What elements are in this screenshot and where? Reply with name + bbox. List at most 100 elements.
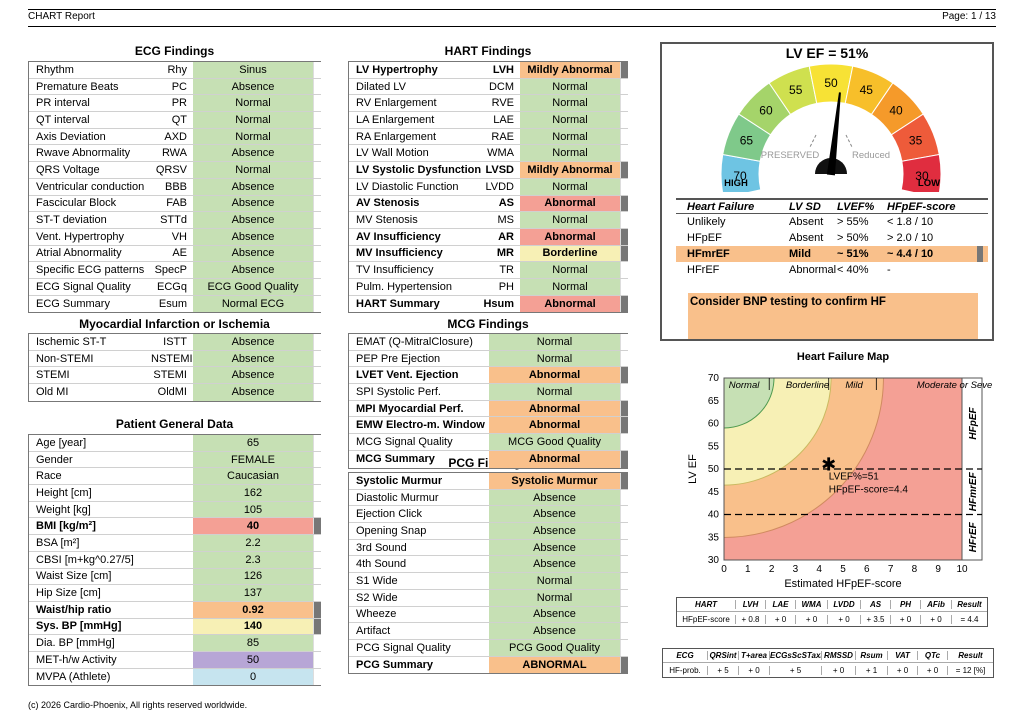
mi-abbr: NSTEMI xyxy=(151,352,193,365)
scroll-indicator xyxy=(620,145,628,162)
pcg-value: Absence xyxy=(489,539,620,556)
patient-finding-name: MET-h/w Activity xyxy=(36,653,117,666)
hf-cell: Abnormal xyxy=(789,264,837,276)
hf-col-heart-failure: Heart Failure xyxy=(687,200,755,213)
hart-abbr: AS xyxy=(498,197,514,210)
hart_table-cell: WMA xyxy=(795,600,827,609)
hart-abbr: MS xyxy=(497,214,515,227)
scroll-indicator xyxy=(620,556,628,573)
ecg-value: Normal xyxy=(193,162,313,178)
patient-value: 40 xyxy=(193,518,313,535)
pcg-finding-name: S2 Wide xyxy=(356,591,398,604)
ecg-abbr: PR xyxy=(171,97,187,110)
scroll-indicator xyxy=(620,228,628,245)
scroll-indicator xyxy=(620,245,628,262)
hart-finding-name: LA Enlargement xyxy=(356,113,435,126)
mi-table: Ischemic ST-T ISTT Absence Non-STEMI NSTEMI A… xyxy=(28,333,321,402)
hart-row: RV Enlargement RVE Normal xyxy=(349,95,628,113)
gauge-tick-label: 65 xyxy=(740,134,754,148)
scroll-indicator xyxy=(620,178,628,195)
pcg-value: Absence xyxy=(489,623,620,639)
ecg-value: Normal xyxy=(193,112,313,128)
patient-value: 105 xyxy=(193,501,313,518)
scroll-indicator xyxy=(313,178,321,195)
mcg-row: PEP Pre Ejection Normal xyxy=(349,350,628,368)
heart-failure-map: Heart Failure Map Normal Borderline Mild Mod… xyxy=(687,351,992,590)
hart-finding-name: MV Insufficiency xyxy=(356,247,443,260)
ecg-row: Rwave Abnormality RWA Absence xyxy=(29,145,321,163)
x-tick-label: 4 xyxy=(816,564,822,575)
hart-score-table: HART LVH LAE WMA LVDD AS PH AFib Result HFpEF-sco… xyxy=(676,597,988,627)
copyright-footer: (c) 2026 Cardio-Phoenix, All rights rese… xyxy=(28,700,248,710)
gauge-tick-label: 45 xyxy=(860,83,874,97)
scroll-indicator xyxy=(620,195,628,212)
scroll-indicator xyxy=(313,367,321,384)
scroll-indicator xyxy=(620,606,628,623)
ecg-row: QRS Voltage QRSV Normal xyxy=(29,162,321,179)
data-point: ✱ xyxy=(821,454,836,475)
patient-value: 140 xyxy=(193,618,313,635)
pcg-row: Wheeze Absence xyxy=(349,606,628,624)
mcg-finding-name: EMAT (Q-MitralClosure) xyxy=(356,335,473,348)
hart-value: Abnormal xyxy=(520,228,620,245)
ecg-row: ST-T deviation STTd Absence xyxy=(29,212,321,229)
hf-col-score: HFpEF-score xyxy=(887,200,956,213)
scroll-indicator xyxy=(313,195,321,212)
scroll-indicator xyxy=(313,384,321,401)
ecg-finding-name: Vent. Hypertrophy xyxy=(36,230,125,243)
scroll-indicator xyxy=(620,400,628,417)
scroll-indicator xyxy=(313,350,321,367)
hart_table-cell: + 0 xyxy=(920,614,951,624)
gauge-tick-label: 35 xyxy=(909,134,923,148)
mcg-value: Normal xyxy=(489,334,620,350)
pcg-value: Normal xyxy=(489,589,620,606)
ecg-row: QT interval QT Normal xyxy=(29,112,321,129)
report-title: CHART Report xyxy=(28,11,95,22)
patient-value: 50 xyxy=(193,651,313,668)
scroll-indicator xyxy=(620,367,628,384)
patient-value: 137 xyxy=(193,585,313,601)
ecg-value: Normal xyxy=(193,95,313,112)
ecg_table-cell: + 5 xyxy=(769,665,821,675)
hart_table-cell: LVDD xyxy=(827,600,860,609)
pcg-value: Absence xyxy=(489,506,620,523)
scroll-indicator xyxy=(313,212,321,228)
ecg-finding-name: ECG Signal Quality xyxy=(36,280,131,293)
hart-abbr: LVSD xyxy=(485,163,514,176)
hart-abbr: LAE xyxy=(493,113,514,126)
scroll-indicator xyxy=(313,601,321,618)
side-label: HFmrEF xyxy=(968,471,979,511)
ecg_table-cell: + 0 xyxy=(887,665,917,675)
patient-row: MET-h/w Activity 50 xyxy=(29,651,321,669)
hart-finding-name: LV Diastolic Function xyxy=(356,180,459,193)
mi-finding-name: STEMI xyxy=(36,369,70,382)
ecg-finding-name: Specific ECG patterns xyxy=(36,264,145,277)
scroll-indicator xyxy=(313,668,321,686)
scroll-indicator xyxy=(313,95,321,112)
hart-value: Mildly Abnormal xyxy=(520,62,620,78)
patient-finding-name: Dia. BP [mmHg] xyxy=(36,637,115,650)
patient-finding-name: Waist/hip ratio xyxy=(36,603,112,616)
scroll-indicator xyxy=(313,295,321,313)
mi-finding-name: Old MI xyxy=(36,386,69,399)
lvef-gauge: 70 65 60 55 50 45 40 35 30 PRESERVED Reduced HIGH LO… xyxy=(720,63,942,192)
pcg-value: ABNORMAL xyxy=(489,656,620,674)
scroll-indicator xyxy=(620,589,628,606)
mi-row: Ischemic ST-T ISTT Absence xyxy=(29,334,321,351)
patient-row: CBSI [m+kg^0.27/5] 2.3 xyxy=(29,551,321,569)
ecg-abbr: FAB xyxy=(166,197,187,210)
mi-value: Absence xyxy=(193,367,313,384)
x-tick-label: 10 xyxy=(956,564,968,575)
hf-cell: Absent xyxy=(789,216,824,228)
gauge-segment xyxy=(900,153,942,192)
hart-value: Normal xyxy=(520,212,620,228)
ecg_table-cell: RMSSD xyxy=(821,651,855,660)
gauge-high-label: HIGH xyxy=(724,178,748,189)
ecg_table-cell: VAT xyxy=(887,651,917,660)
scroll-indicator xyxy=(313,635,321,651)
ecg-finding-name: Rhythm xyxy=(36,63,74,76)
scroll-indicator xyxy=(313,568,321,585)
ecg-row: ECG Summary Esum Normal ECG xyxy=(29,295,321,313)
x-tick-label: 8 xyxy=(912,564,918,575)
pcg-value: PCG Good Quality xyxy=(489,639,620,656)
